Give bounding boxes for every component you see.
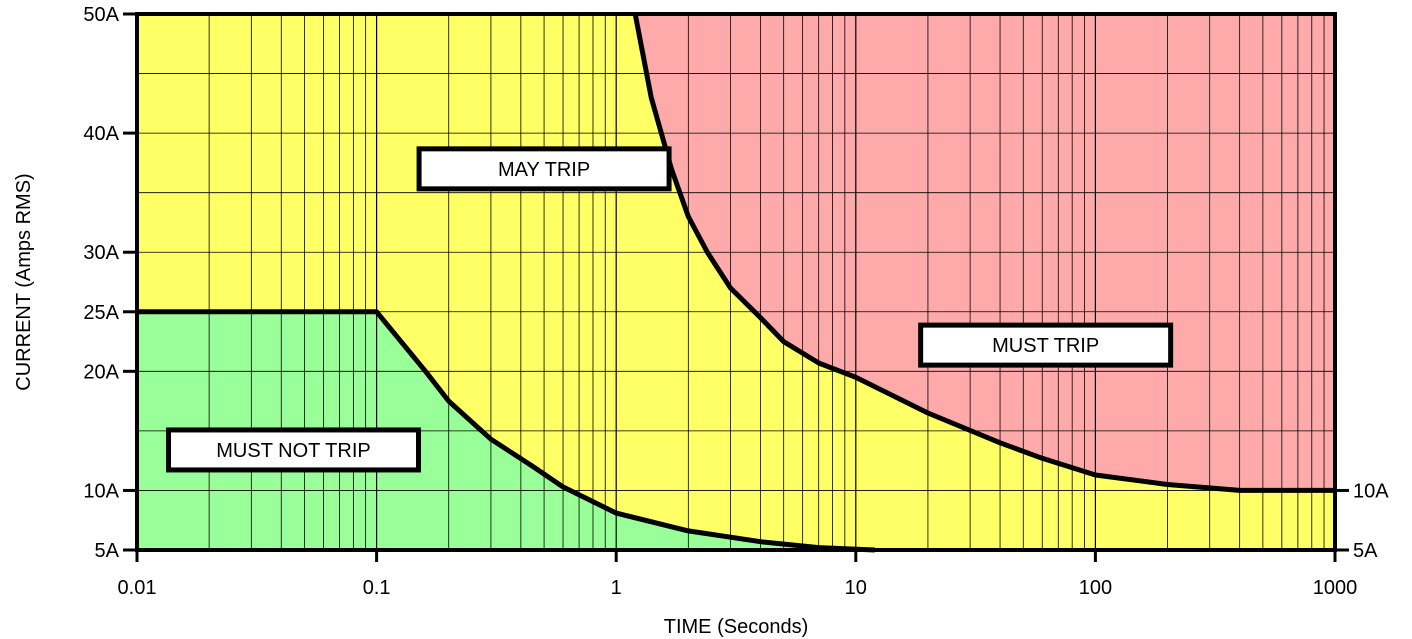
curves-layer xyxy=(137,13,1335,553)
region-label-box xyxy=(416,146,672,192)
region-label-text: MAY TRIP xyxy=(498,159,590,181)
x-tick-label: 100 xyxy=(1079,577,1112,599)
y-tick-label: 10A xyxy=(83,480,119,502)
region-label-text: MUST NOT TRIP xyxy=(216,440,370,462)
x-tick-label: 1000 xyxy=(1313,577,1358,599)
x-tick-label: 0.1 xyxy=(363,577,391,599)
region-label-box xyxy=(918,322,1174,368)
curve-must-not-trip-boundary xyxy=(137,309,875,553)
y-tick-label: 40A xyxy=(83,123,119,145)
region-label-box xyxy=(166,427,422,473)
ticks-layer: 5A 10A 20A 25A 30A 40A 50A 0.01 0.1 1 10 100 1000 10A… xyxy=(83,4,1389,599)
x-axis-title: TIME (Seconds) xyxy=(664,616,808,638)
x-tick-label: 10 xyxy=(845,577,867,599)
y-tick-label: 25A xyxy=(83,302,119,324)
x-tick-label: 1 xyxy=(611,577,622,599)
y-tick-label: 5A xyxy=(95,540,120,562)
region-label-must-not-trip: MUST NOT TRIP xyxy=(166,427,422,473)
region-label-text: MUST TRIP xyxy=(992,335,1099,357)
y-tick-label: 30A xyxy=(83,242,119,264)
right-tick-label: 5A xyxy=(1353,540,1378,562)
region-label-may-trip: MAY TRIP xyxy=(416,146,672,192)
right-tick-label: 10A xyxy=(1353,480,1389,502)
y-tick-label: 20A xyxy=(83,361,119,383)
plot-frame xyxy=(135,12,1337,552)
region-label-must-trip: MUST TRIP xyxy=(918,322,1174,368)
x-tick-label: 0.01 xyxy=(118,577,157,599)
y-tick-label: 50A xyxy=(83,4,119,26)
curve-must-trip-boundary xyxy=(632,13,1335,493)
region-labels-layer: MUST NOT TRIP MAY TRIP MUST TRIP xyxy=(166,146,1174,473)
y-axis-title: CURRENT (Amps RMS) xyxy=(13,173,35,390)
